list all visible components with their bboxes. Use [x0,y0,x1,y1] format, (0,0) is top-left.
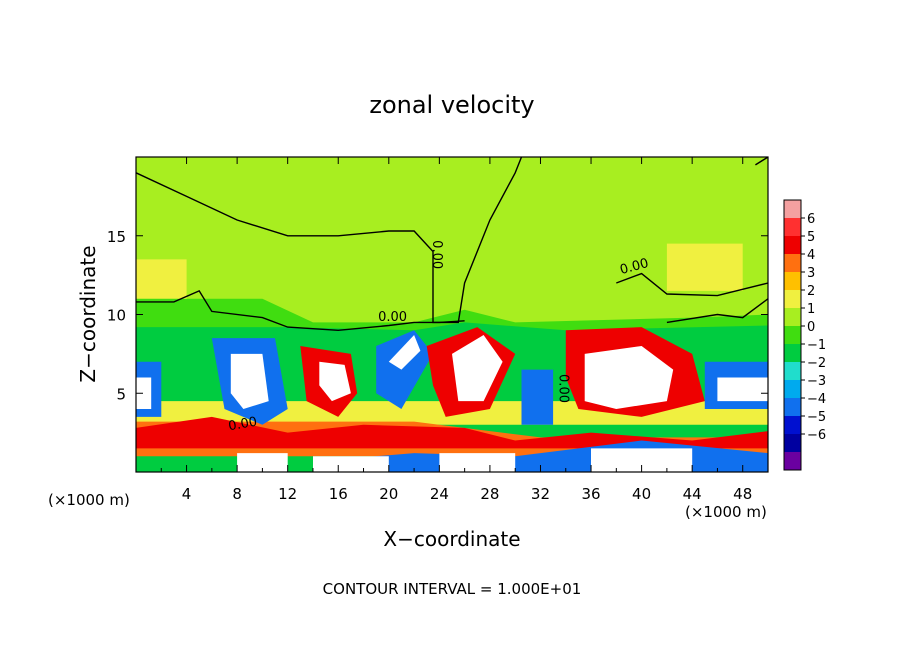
colorbar-swatch [784,326,801,345]
colorbar-swatch [784,200,801,219]
x-unit-right: (×1000 m) [685,503,767,521]
y-axis-label: Z−coordinate [76,245,100,382]
colorbar-label: 3 [807,266,815,281]
colorbar-swatch [784,380,801,399]
field-region [136,416,768,449]
colorbar-label: 2 [807,284,815,299]
colorbar-label: −1 [807,338,826,353]
field-region [521,369,554,425]
x-tick-label: 16 [329,485,348,503]
field-region [237,453,288,472]
field-region [666,243,743,291]
field-region [313,456,389,472]
contour-label: 0.00 [227,415,258,435]
colorbar-swatch [784,344,801,363]
colorbar-label: −4 [807,392,826,407]
field-region [136,377,152,409]
x-axis-ticks: 4 8 12 16 20 24 28 32 36 40 44 48 [160,157,752,503]
x-tick-label: 12 [278,485,297,503]
colorbar-label: −3 [807,374,826,389]
colorbar-swatch [784,218,801,237]
colorbar-swatch [784,398,801,417]
x-tick-label: 28 [480,485,499,503]
contour-lines: 0.00 0.00 0.00 0.00 0.00 [136,157,768,434]
colorbar-label: −5 [807,410,826,425]
field-region [584,346,674,409]
colorbar-swatch [784,434,801,453]
contour-label: 0.00 [429,240,444,269]
contour-line [755,157,768,166]
contour-label: 0.00 [378,310,407,325]
contour-label: 0.00 [555,374,570,403]
y-axis-ticks: 5 10 15 [107,228,768,403]
field-region [439,453,516,472]
colorbar-swatch [784,272,801,291]
contour-line [136,157,523,324]
x-unit-left: (×1000 m) [48,491,130,509]
x-axis-label: X−coordinate [383,527,520,551]
chart-title: zonal velocity [369,91,534,119]
field-region [717,377,768,402]
contour-interval-note: CONTOUR INTERVAL = 1.000E+01 [323,580,582,598]
colorbar-swatch [784,254,801,273]
contour-line [616,272,768,297]
colorbar-label: 0 [807,320,815,335]
field-region [230,353,269,409]
colorbar-label: 5 [807,230,815,245]
colorbar-swatch [784,362,801,381]
colorbar-swatch [784,290,801,309]
field-region [136,157,768,331]
colorbar-swatch [784,452,801,471]
x-tick-label: 32 [531,485,550,503]
colorbar-label: 6 [807,212,815,227]
colorbar-label: −6 [807,428,826,443]
colorbar-label: 4 [807,248,815,263]
y-tick-label: 10 [107,307,126,325]
colorbar-swatch [784,236,801,255]
velocity-field [136,157,768,472]
x-tick-label: 4 [182,485,192,503]
field-region [388,335,421,370]
x-tick-label: 44 [683,485,702,503]
colorbar-frame [783,199,802,471]
field-region [319,361,351,402]
contour-line [136,290,465,332]
colorbar-label: −2 [807,356,826,371]
x-tick-label: 36 [581,485,600,503]
contour-line [666,298,768,324]
x-tick-label: 40 [632,485,651,503]
y-tick-label: 15 [107,228,126,246]
x-tick-label: 24 [430,485,449,503]
contour-label: 0.00 [618,256,650,278]
x-tick-label: 8 [232,485,242,503]
field-region [591,448,693,472]
colorbar-swatch [784,308,801,327]
x-tick-label: 48 [733,485,752,503]
x-tick-label: 20 [379,485,398,503]
y-tick-label: 5 [116,385,126,403]
field-region [452,335,503,402]
colorbar: 6 5 4 3 2 1 0 −1 −2 −3 −4 −5 −6 [783,199,826,471]
colorbar-label: 1 [807,302,815,317]
colorbar-swatch [784,416,801,435]
